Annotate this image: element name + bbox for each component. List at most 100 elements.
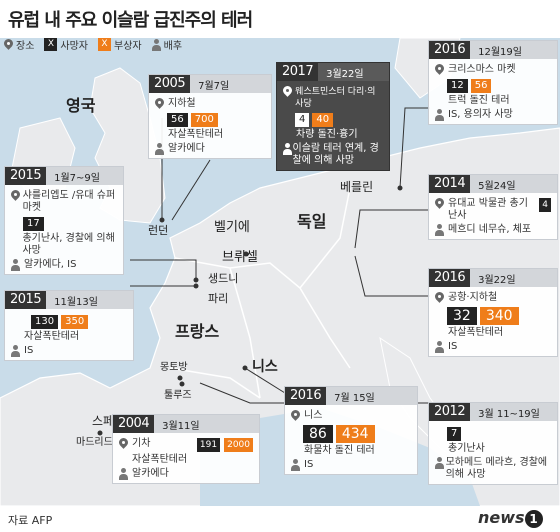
event-year: 2016 bbox=[429, 41, 471, 59]
leader-2017 bbox=[171, 159, 211, 221]
legend-place: 장소 bbox=[4, 37, 34, 52]
event-2016-berlin: 2016 12월19일 크리스마스 마켓 12 56 트럭 돌진 테러 IS, 용의… bbox=[428, 40, 558, 125]
event-desc: 트럭 돌진 테러 bbox=[448, 95, 510, 106]
city-london: 런던 bbox=[148, 224, 169, 237]
event-2015-paris: 2015 11월13일 130 350 자살폭탄테러 IS bbox=[4, 290, 134, 361]
event-place: 샤를리엡도 /유대 슈퍼마켓 bbox=[22, 190, 116, 213]
event-suspect: IS bbox=[448, 341, 458, 352]
place-pin-icon bbox=[155, 98, 164, 110]
leader-2016b bbox=[399, 107, 430, 189]
event-suspect: IS, 용의자 사망 bbox=[448, 109, 513, 120]
event-date: 7월 15일 bbox=[334, 392, 375, 404]
event-desc: 자살폭탄테러 bbox=[24, 331, 80, 342]
event-date: 3월22일 bbox=[326, 68, 364, 80]
country-belgium: 벨기에 bbox=[214, 220, 250, 235]
injured-count: 2000 bbox=[224, 438, 253, 452]
leader-2016a bbox=[354, 255, 430, 297]
killed-count: 86 bbox=[303, 425, 333, 443]
place-pin-icon bbox=[4, 39, 13, 51]
legend-killed: X 사망자 bbox=[44, 37, 88, 52]
person-icon bbox=[291, 459, 300, 471]
person-icon bbox=[11, 259, 20, 271]
event-2005: 2005 7월7일 지하철 56 700 자살폭탄테러 알카에다 bbox=[148, 74, 272, 159]
event-date: 11월13일 bbox=[54, 296, 98, 308]
country-uk: 영국 bbox=[66, 96, 96, 115]
killed-count: 12 bbox=[447, 79, 468, 93]
event-place: 기차 bbox=[132, 438, 151, 449]
event-desc: 총기난사, 경찰에 의해 사망 bbox=[22, 233, 115, 256]
killed-count: 130 bbox=[31, 315, 59, 329]
injured-count: 56 bbox=[470, 79, 492, 93]
event-year: 2012 bbox=[429, 403, 471, 421]
injured-count: 434 bbox=[335, 425, 375, 443]
event-suspect: 이슬람 테러 연계, 경찰에 의해 사망 bbox=[292, 143, 379, 166]
source-label: 자료 bbox=[8, 514, 29, 527]
legend-suspect: 배후 bbox=[151, 37, 183, 52]
legend-killed-label: 사망자 bbox=[60, 41, 89, 52]
dot-brussels bbox=[243, 251, 249, 257]
city-brussels: 브뤼셀 bbox=[222, 250, 258, 265]
person-icon bbox=[435, 457, 444, 469]
event-place: 웨스트민스터 다리·의사당 bbox=[295, 87, 376, 109]
killed-count: 7 bbox=[447, 427, 462, 441]
dot-london bbox=[159, 217, 165, 223]
dot-madrid bbox=[97, 430, 103, 436]
brand-number: 1 bbox=[524, 510, 543, 528]
page-title: 유럽 내 주요 이슬람 급진주의 테러 bbox=[8, 10, 253, 31]
event-2012: 2012 3월 11~19일 7 총기난사 모하메드 메라흐, 경찰에 의해 사망 bbox=[428, 402, 558, 485]
event-place: 공항·지하철 bbox=[448, 292, 498, 303]
city-paris: 파리 bbox=[208, 292, 229, 305]
injured-swatch: X bbox=[98, 38, 112, 51]
person-icon bbox=[11, 345, 20, 357]
border-lines bbox=[169, 187, 351, 399]
event-2017: 2017 3월22일 웨스트민스터 다리·의사당 4 40 차량 돌진·흉기 이슬람… bbox=[276, 62, 390, 171]
event-2016-nice: 2016 7월 15일 니스 86 434 화물차 돌진 테러 IS bbox=[284, 386, 418, 475]
killed-count: 191 bbox=[196, 438, 221, 452]
event-place: 유대교 박물관 총기난사 bbox=[448, 198, 528, 221]
person-icon bbox=[119, 468, 128, 480]
legend-suspect-label: 배후 bbox=[163, 41, 183, 52]
place-pin-icon bbox=[435, 64, 444, 76]
person-icon bbox=[435, 109, 444, 121]
event-desc: 자살폭탄테러 bbox=[132, 454, 188, 465]
event-suspect: IS bbox=[24, 345, 34, 356]
legend: 장소 X 사망자 X 부상자 배후 bbox=[4, 37, 182, 52]
city-berlin: 베를린 bbox=[340, 180, 374, 194]
event-desc: 차량 돌진·흉기 bbox=[296, 129, 358, 140]
event-place: 지하철 bbox=[168, 98, 196, 109]
event-place: 크리스마스 마켓 bbox=[448, 64, 516, 75]
event-date: 3월11일 bbox=[162, 420, 200, 432]
place-pin-icon bbox=[283, 86, 291, 98]
event-desc: 자살폭탄테러 bbox=[168, 129, 224, 140]
place-pin-icon bbox=[435, 198, 444, 210]
source-value: AFP bbox=[31, 514, 53, 527]
event-2004: 2004 3월11일 기차 191 2000 자살폭탄테러 알카에다 bbox=[112, 414, 260, 484]
event-year: 2005 bbox=[149, 75, 191, 93]
city-saint-denis: 생드니 bbox=[208, 272, 239, 285]
event-date: 5월24일 bbox=[478, 180, 516, 192]
event-suspect: IS bbox=[304, 459, 314, 470]
killed-count: 56 bbox=[167, 113, 188, 127]
injured-count: 340 bbox=[479, 307, 519, 325]
city-nice: 니스 bbox=[252, 359, 278, 375]
country-germany: 독일 bbox=[297, 212, 327, 231]
killed-count: 17 bbox=[23, 217, 44, 231]
event-suspect: 모하메드 메라흐, 경찰에 의해 사망 bbox=[445, 457, 548, 480]
event-year: 2016 bbox=[429, 269, 471, 287]
place-pin-icon bbox=[11, 190, 19, 202]
person-icon bbox=[435, 224, 444, 236]
dot-berlin bbox=[397, 185, 403, 191]
place-pin-icon bbox=[119, 438, 128, 450]
event-date: 3월22일 bbox=[478, 274, 516, 286]
event-2016-brussels: 2016 3월22일 공항·지하철 32 340 자살폭탄테러 IS bbox=[428, 268, 558, 357]
killed-count: 4 bbox=[539, 198, 551, 212]
brand-text: news bbox=[478, 508, 525, 527]
place-pin-icon bbox=[291, 410, 300, 422]
event-year: 2014 bbox=[429, 175, 471, 193]
event-desc: 자살폭탄테러 bbox=[448, 327, 504, 338]
killed-count: 32 bbox=[447, 307, 477, 325]
source-credit: 자료 AFP bbox=[8, 512, 52, 528]
legend-injured: X 부상자 bbox=[98, 37, 142, 52]
dot-paris bbox=[193, 283, 199, 289]
event-date: 7월7일 bbox=[198, 80, 230, 92]
